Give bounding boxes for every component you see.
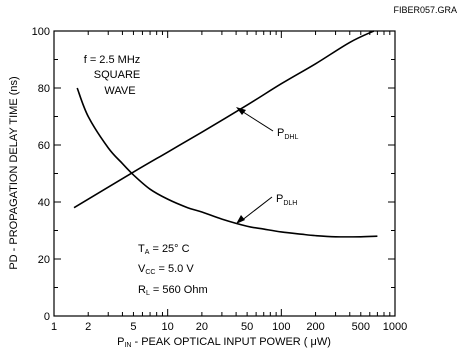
y-tick-label: 100: [32, 26, 50, 38]
x-tick-label: 5: [130, 321, 136, 333]
condition-line-3: WAVE: [104, 85, 135, 97]
x-axis-ticks: 1 2 5 10 20 50 100 200 500 1000: [51, 31, 407, 333]
x-tick-label: 1: [51, 321, 57, 333]
x-axis-label: PIN - PEAK OPTICAL INPUT POWER ( μW): [117, 336, 331, 349]
x-tick-label: 100: [272, 321, 290, 333]
y-tick-label: 80: [38, 83, 50, 95]
vcc-annotation: VCC = 5.0 V: [138, 263, 194, 276]
x-tick-label: 50: [241, 321, 253, 333]
pdlh-series-label: PDLH: [276, 193, 297, 207]
pdhl-series-label: PDHL: [277, 127, 298, 141]
y-tick-label: 20: [38, 254, 50, 266]
x-tick-label: 2: [85, 321, 91, 333]
condition-line-1: f = 2.5 MHz: [84, 54, 141, 66]
x-axis-label-sub: IN: [124, 342, 131, 349]
x-tick-label: 10: [162, 321, 174, 333]
pdlh-leader-line: [240, 196, 273, 222]
series-line-pdhl: [73, 30, 375, 209]
x-axis-label-rest: - PEAK OPTICAL INPUT POWER ( μW): [131, 336, 330, 348]
y-axis-label: PD - PROPAGATION DELAY TIME (ns): [8, 76, 20, 269]
x-tick-label: 200: [306, 321, 324, 333]
figure-id: FIBER057.GRA: [393, 5, 457, 15]
rl-annotation: RL = 560 Ohm: [138, 284, 208, 297]
pdlh-arrowhead: [236, 215, 245, 224]
y-axis-ticks: 0 20 40 60 80 100: [32, 26, 395, 323]
condition-line-2: SQUARE: [94, 69, 140, 81]
x-axis-label-prefix: P: [117, 336, 124, 348]
pdhl-arrowhead: [236, 107, 246, 115]
pdhl-leader-line: [239, 109, 274, 132]
x-tick-label: 500: [352, 321, 370, 333]
series-layer: [73, 30, 378, 238]
series-line-pdlh: [76, 87, 378, 238]
y-tick-label: 0: [44, 311, 50, 323]
y-tick-label: 60: [38, 140, 50, 152]
ta-annotation: TA = 25° C: [138, 243, 190, 256]
x-tick-label: 1000: [383, 321, 407, 333]
x-tick-label: 20: [196, 321, 208, 333]
y-tick-label: 40: [38, 197, 50, 209]
